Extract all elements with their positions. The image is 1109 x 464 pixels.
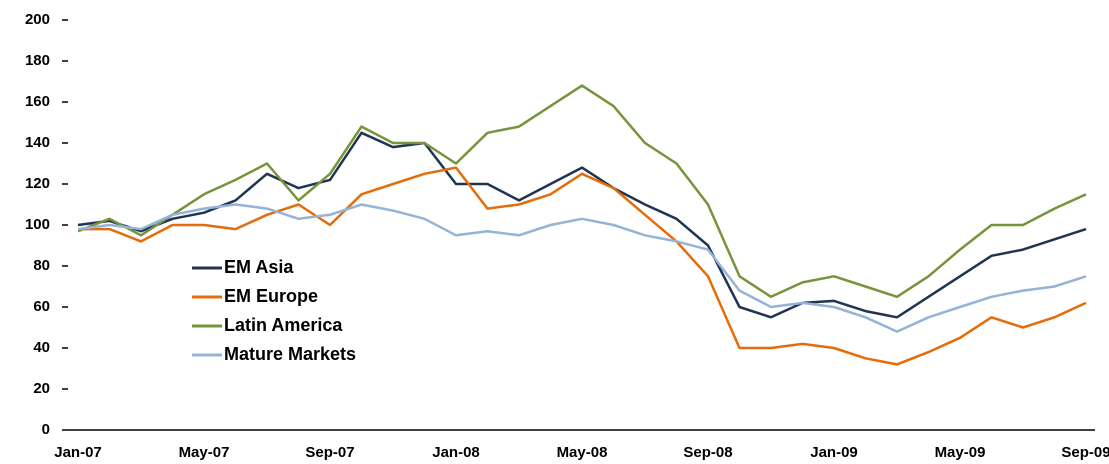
y-tick-label: 80 xyxy=(33,257,50,274)
series-line xyxy=(78,166,1087,366)
y-tick-label: 0 xyxy=(42,421,50,438)
x-tick-label: Sep-09 xyxy=(1061,444,1109,461)
x-tick-label: May-07 xyxy=(179,444,230,461)
x-tick-label: Jan-09 xyxy=(810,444,858,461)
series-line xyxy=(77,131,1087,319)
y-tick-label: 20 xyxy=(33,380,50,397)
series-line xyxy=(77,84,1087,299)
y-tick-label: 140 xyxy=(25,134,50,151)
x-tick-label: Sep-07 xyxy=(305,444,354,461)
legend-label: EM Europe xyxy=(224,286,318,306)
x-tick-label: May-09 xyxy=(935,444,986,461)
legend-label: Mature Markets xyxy=(224,344,356,364)
x-tick-label: Jan-08 xyxy=(432,444,480,461)
x-tick-label: May-08 xyxy=(557,444,608,461)
y-tick-label: 100 xyxy=(25,216,50,233)
y-tick-label: 60 xyxy=(33,298,50,315)
y-tick-label: 160 xyxy=(25,93,50,110)
x-tick-label: Jan-07 xyxy=(54,444,102,461)
legend-label: Latin America xyxy=(224,315,343,335)
y-tick-label: 200 xyxy=(25,11,50,28)
y-tick-label: 40 xyxy=(33,339,50,356)
x-tick-label: Sep-08 xyxy=(683,444,732,461)
y-tick-label: 120 xyxy=(25,175,50,192)
y-tick-label: 180 xyxy=(25,52,50,69)
legend-label: EM Asia xyxy=(224,257,294,277)
series-line xyxy=(77,203,1087,333)
